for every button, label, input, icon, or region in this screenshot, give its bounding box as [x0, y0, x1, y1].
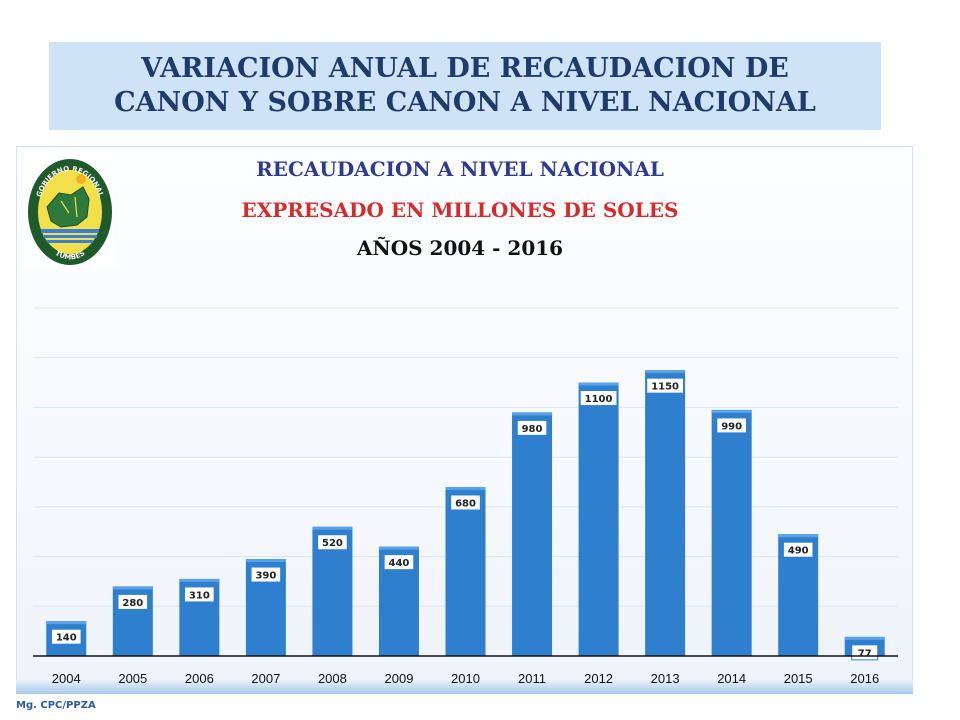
slide-title-line-2: CANON Y SOBRE CANON A NIVEL NACIONAL [114, 87, 816, 118]
data-label-box [317, 534, 348, 551]
bar-top-highlight [312, 526, 353, 530]
logo-land-shape [46, 186, 90, 228]
data-label: 990 [721, 421, 742, 432]
x-tick-label: 2010 [451, 671, 480, 686]
x-tick-label: 2004 [52, 671, 81, 686]
slide-title: VARIACION ANUAL DE RECAUDACION DE CANON … [49, 42, 881, 130]
slide-title-line-1: VARIACION ANUAL DE RECAUDACION DE [141, 53, 789, 84]
svg-text:TUMBES: TUMBES [54, 249, 87, 261]
logo-water-3 [47, 240, 93, 243]
x-tick-label: 2011 [518, 671, 546, 686]
bar-top-highlight [179, 578, 220, 582]
data-label-box [117, 593, 149, 610]
bar-top-highlight [445, 486, 486, 490]
x-tick-label: 2008 [318, 671, 347, 686]
data-label-box [383, 554, 415, 571]
chart-panel-bottom-strip [16, 680, 913, 694]
x-tick-label: 2009 [385, 671, 414, 686]
x-tick-label: 2012 [584, 671, 613, 686]
bar-top-highlight [578, 382, 619, 386]
x-tick-label: 2015 [784, 671, 813, 686]
logo-sun-icon [76, 174, 86, 184]
data-label: 490 [788, 546, 809, 557]
data-label: 440 [389, 558, 410, 569]
x-tick-label: 2006 [185, 671, 214, 686]
data-label-box [716, 417, 747, 434]
data-label-box [50, 628, 82, 645]
chart-subtitle: EXPRESADO EN MILLONES DE SOLES [241, 198, 679, 222]
data-label: 980 [522, 424, 543, 435]
data-label-box [450, 494, 481, 511]
bar-top-highlight [711, 409, 752, 413]
bar-top-highlight [46, 621, 87, 625]
bar [645, 370, 686, 656]
bar-top-highlight [512, 412, 553, 416]
data-label: 680 [455, 498, 476, 509]
data-label: 77 [858, 648, 872, 659]
x-tick-label: 2014 [717, 671, 746, 686]
data-label: 1150 [651, 382, 679, 393]
logo-bottom-text: TUMBES [54, 249, 87, 261]
data-label: 390 [255, 571, 276, 582]
logo-water-1 [41, 229, 99, 233]
bar-top-highlight [844, 636, 885, 640]
data-label-box [579, 390, 618, 407]
data-label-box [516, 419, 548, 436]
chart-title: RECAUDACION A NIVEL NACIONAL [256, 157, 664, 181]
bar-top-highlight [645, 370, 686, 374]
bar-top-highlight [378, 546, 419, 550]
data-label-box [646, 377, 685, 394]
data-label: 280 [122, 598, 143, 609]
x-tick-label: 2005 [118, 671, 147, 686]
footer-credit: Mg. CPC/PPZA [16, 700, 96, 711]
gobierno-regional-tumbes-logo: GOBIERNO REGIONAL TUMBES [25, 155, 115, 268]
x-tick-label: 2016 [850, 671, 879, 686]
data-label: 520 [322, 538, 343, 549]
data-label-box [782, 541, 814, 558]
bar [445, 486, 486, 656]
bar [512, 412, 553, 656]
bar [711, 409, 752, 656]
bar-top-highlight [112, 586, 153, 590]
x-tick-label: 2007 [251, 671, 280, 686]
bar-top-highlight [245, 559, 286, 563]
bar-top-highlight [778, 534, 819, 538]
data-label: 1100 [585, 394, 613, 405]
x-tick-label: 2013 [651, 671, 680, 686]
data-label-box [184, 586, 215, 603]
data-label: 140 [56, 633, 77, 644]
bar [578, 382, 619, 656]
data-label: 310 [189, 590, 210, 601]
logo-water-2 [43, 235, 97, 238]
chart-years-range: AÑOS 2004 - 2016 [356, 236, 564, 260]
data-label-box [250, 566, 282, 583]
